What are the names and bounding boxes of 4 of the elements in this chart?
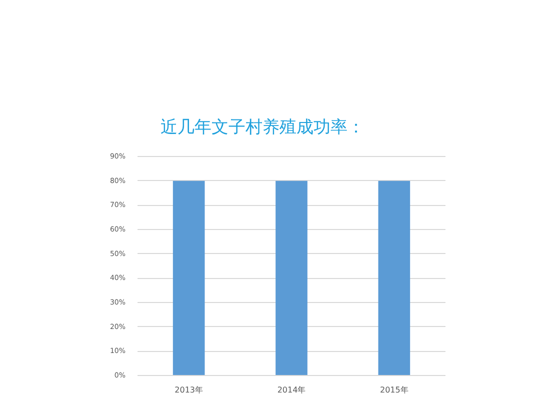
chart-title: 近几年文子村养殖成功率： xyxy=(160,118,364,138)
x-tick-label: 2014年 xyxy=(277,386,306,394)
x-tick-label: 2013年 xyxy=(174,386,204,394)
x-tick-label: 2015年 xyxy=(380,386,408,394)
